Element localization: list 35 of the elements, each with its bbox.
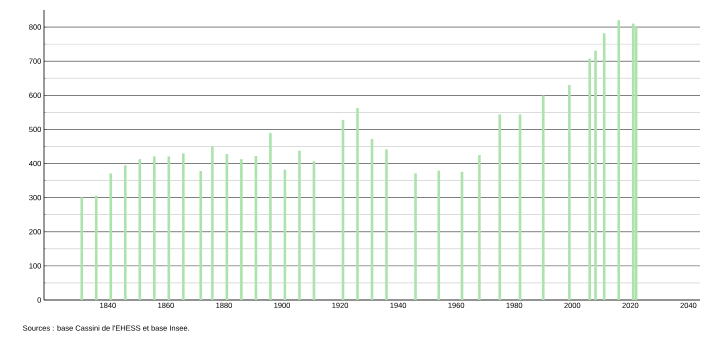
bar (124, 165, 127, 300)
bar (211, 146, 214, 300)
bar (312, 161, 316, 300)
bar (138, 159, 142, 300)
bar (594, 50, 597, 300)
bar (385, 149, 388, 300)
bar (109, 173, 112, 300)
bar (370, 138, 374, 300)
bar (588, 58, 592, 300)
bar (460, 172, 464, 300)
bar (414, 173, 417, 300)
bar (254, 156, 258, 300)
bar (342, 120, 344, 300)
bar (240, 159, 243, 300)
bar (437, 170, 440, 300)
bar (199, 171, 202, 300)
bar (284, 170, 286, 300)
bar (518, 114, 522, 300)
bar (168, 156, 170, 300)
bar (153, 156, 156, 300)
bar (356, 108, 359, 300)
bar (632, 24, 635, 300)
bar (80, 198, 84, 300)
bar (298, 150, 301, 300)
bar (182, 153, 185, 300)
bar (568, 85, 571, 300)
bar (478, 155, 481, 300)
bar (498, 114, 502, 300)
bar (542, 95, 545, 300)
bar (617, 20, 620, 300)
bar (269, 132, 272, 300)
bar (94, 196, 98, 300)
bar (634, 27, 638, 300)
bar (226, 154, 228, 300)
bar (602, 33, 606, 300)
